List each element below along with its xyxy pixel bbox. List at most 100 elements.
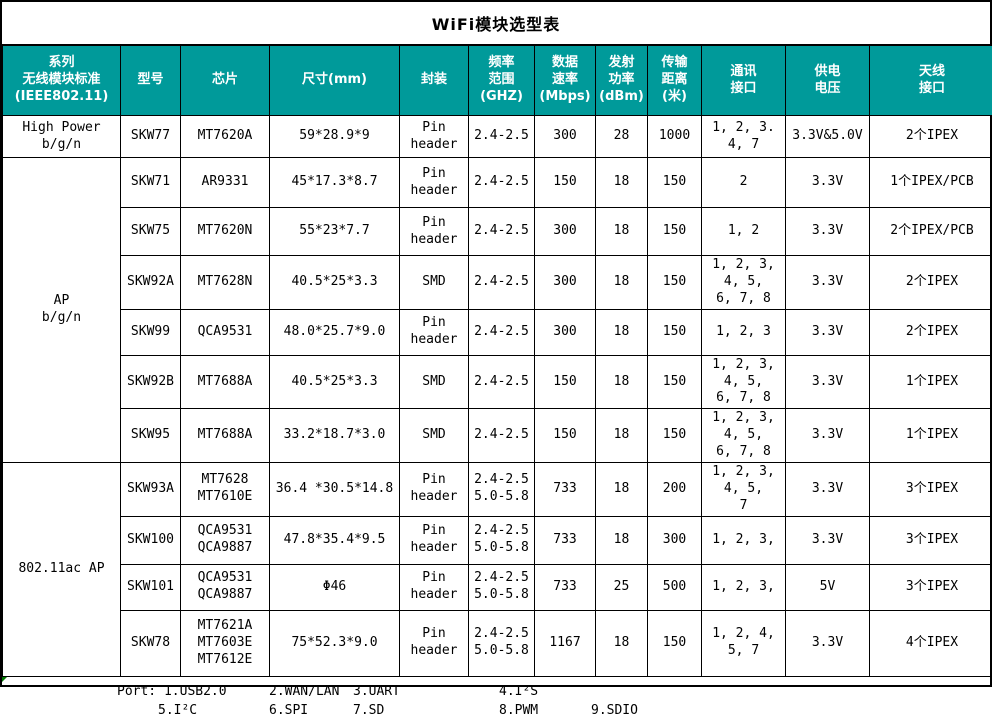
cell-data-rate: 733 [535, 516, 596, 564]
cell-model: SKW92A [121, 256, 181, 310]
column-header-model: 型号 [121, 46, 181, 116]
column-header-voltage: 供电 电压 [786, 46, 870, 116]
cell-antenna: 1个IPEX/PCB [870, 158, 992, 208]
cell-data-rate: 300 [535, 309, 596, 355]
cell-model: SKW78 [121, 610, 181, 676]
cell-package: Pin header [400, 309, 469, 355]
cell-package: Pin header [400, 116, 469, 158]
cell-error-marker-icon [2, 677, 7, 682]
cell-chip: MT7628 MT7610E [181, 463, 270, 517]
cell-voltage: 3.3V [786, 208, 870, 256]
column-header-package: 封装 [400, 46, 469, 116]
cell-voltage: 3.3V [786, 256, 870, 310]
cell-chip: MT7628N [181, 256, 270, 310]
cell-tx-power: 18 [596, 610, 648, 676]
legend-item: 4.I²S [499, 682, 538, 701]
table-row: AP b/g/n SKW71 AR9331 45*17.3*8.7 Pin he… [3, 158, 992, 208]
cell-antenna: 2个IPEX [870, 116, 992, 158]
column-header-distance: 传输 距离 (米) [648, 46, 702, 116]
cell-size: 33.2*18.7*3.0 [270, 409, 400, 463]
cell-size: 36.4 *30.5*14.8 [270, 463, 400, 517]
cell-interface: 2 [702, 158, 786, 208]
legend-item: Port: 1.USB2.0 [117, 682, 269, 701]
cell-interface: 1, 2, 3, [702, 564, 786, 610]
cell-model: SKW75 [121, 208, 181, 256]
cell-distance: 150 [648, 610, 702, 676]
cell-size: 55*23*7.7 [270, 208, 400, 256]
column-header-frequency: 频率 范围 (GHZ) [469, 46, 535, 116]
legend-item: 5.I²C [158, 701, 269, 720]
header-row: 系列 无线模块标准 (IEEE802.11) 型号 芯片 尺寸(mm) 封装 频… [3, 46, 992, 116]
cell-data-rate: 300 [535, 208, 596, 256]
column-header-antenna: 天线 接口 [870, 46, 992, 116]
cell-distance: 300 [648, 516, 702, 564]
table-row: SKW92B MT7688A 40.5*25*3.3 SMD 2.4-2.5 1… [3, 355, 992, 409]
table-row: High Power b/g/n SKW77 MT7620A 59*28.9*9… [3, 116, 992, 158]
cell-data-rate: 150 [535, 409, 596, 463]
page-title: WiFi模块选型表 [432, 11, 561, 35]
cell-chip: MT7621A MT7603E MT7612E [181, 610, 270, 676]
cell-tx-power: 28 [596, 116, 648, 158]
cell-model: SKW99 [121, 309, 181, 355]
cell-antenna: 1个IPEX [870, 409, 992, 463]
cell-chip: AR9331 [181, 158, 270, 208]
cell-size: 59*28.9*9 [270, 116, 400, 158]
cell-interface: 1, 2, 3, 4, 5, 6, 7, 8 [702, 256, 786, 310]
cell-antenna: 1个IPEX [870, 355, 992, 409]
cell-package: Pin header [400, 208, 469, 256]
cell-tx-power: 25 [596, 564, 648, 610]
cell-package: SMD [400, 409, 469, 463]
port-legend: Port: 1.USB2.0 2.WAN/LAN 3.UART 4.I²S 5.… [2, 677, 990, 720]
cell-interface: 1, 2, 3 [702, 309, 786, 355]
cell-frequency: 2.4-2.5 [469, 409, 535, 463]
cell-frequency: 2.4-2.5 [469, 158, 535, 208]
cell-package: Pin header [400, 610, 469, 676]
cell-model: SKW77 [121, 116, 181, 158]
cell-frequency: 2.4-2.5 [469, 256, 535, 310]
column-header-size: 尺寸(mm) [270, 46, 400, 116]
cell-voltage: 5V [786, 564, 870, 610]
table-row: SKW100 QCA9531 QCA9887 47.8*35.4*9.5 Pin… [3, 516, 992, 564]
cell-frequency: 2.4-2.5 [469, 116, 535, 158]
cell-chip: MT7688A [181, 355, 270, 409]
cell-frequency: 2.4-2.5 [469, 208, 535, 256]
column-header-interface: 通讯 接口 [702, 46, 786, 116]
cell-model: SKW100 [121, 516, 181, 564]
cell-data-rate: 150 [535, 158, 596, 208]
legend-item: 2.WAN/LAN [269, 682, 353, 701]
cell-chip: MT7620A [181, 116, 270, 158]
table-row: SKW101 QCA9531 QCA9887 Φ46 Pin header 2.… [3, 564, 992, 610]
legend-item: 6.SPI [269, 701, 353, 720]
legend-item: 8.PWM [499, 701, 591, 720]
cell-distance: 150 [648, 409, 702, 463]
legend-item: 9.SDIO [591, 701, 638, 720]
cell-interface: 1, 2, 3, 4, 5, 6, 7, 8 [702, 409, 786, 463]
cell-distance: 150 [648, 256, 702, 310]
cell-chip: QCA9531 [181, 309, 270, 355]
cell-antenna: 3个IPEX [870, 516, 992, 564]
cell-model: SKW92B [121, 355, 181, 409]
cell-model: SKW93A [121, 463, 181, 517]
cell-chip: MT7620N [181, 208, 270, 256]
cell-frequency: 2.4-2.5 5.0-5.8 [469, 610, 535, 676]
table-row: 802.11ac AP SKW93A MT7628 MT7610E 36.4 *… [3, 463, 992, 517]
cell-tx-power: 18 [596, 208, 648, 256]
cell-distance: 500 [648, 564, 702, 610]
group-cell-ap: AP b/g/n [3, 158, 121, 463]
cell-antenna: 2个IPEX [870, 309, 992, 355]
cell-size: 75*52.3*9.0 [270, 610, 400, 676]
cell-package: SMD [400, 355, 469, 409]
cell-size: 45*17.3*8.7 [270, 158, 400, 208]
cell-model: SKW95 [121, 409, 181, 463]
cell-frequency: 2.4-2.5 [469, 309, 535, 355]
cell-size: 48.0*25.7*9.0 [270, 309, 400, 355]
table-row: SKW78 MT7621A MT7603E MT7612E 75*52.3*9.… [3, 610, 992, 676]
cell-distance: 150 [648, 309, 702, 355]
port-legend-line-2: 5.I²C 6.SPI 7.SD 8.PWM 9.SDIO [2, 701, 990, 720]
cell-interface: 1, 2, 3, [702, 516, 786, 564]
cell-interface: 1, 2 [702, 208, 786, 256]
cell-size: 40.5*25*3.3 [270, 256, 400, 310]
column-header-chip: 芯片 [181, 46, 270, 116]
cell-interface: 1, 2, 3, 4, 5, 7 [702, 463, 786, 517]
cell-frequency: 2.4-2.5 [469, 355, 535, 409]
